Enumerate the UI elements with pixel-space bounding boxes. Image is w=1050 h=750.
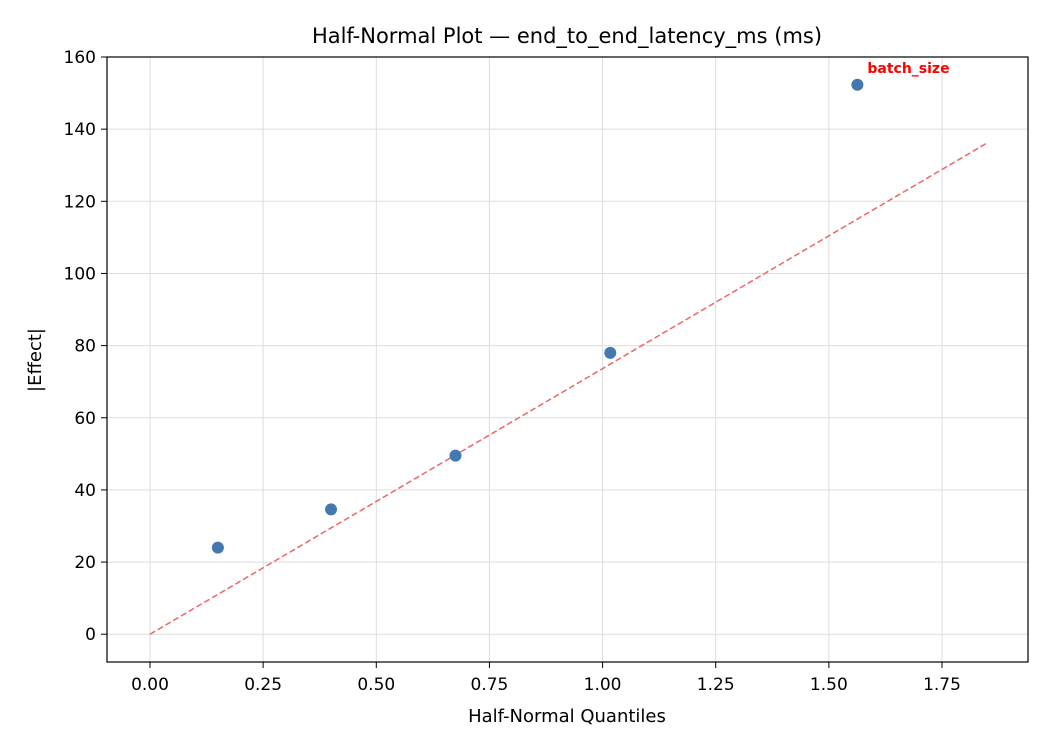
y-tick-label: 20 bbox=[74, 553, 96, 573]
y-tick-label: 120 bbox=[64, 192, 96, 212]
data-point bbox=[604, 346, 617, 359]
x-tick-label: 1.75 bbox=[923, 675, 961, 695]
point-annotation: batch_size bbox=[867, 61, 949, 77]
x-axis-ticks: 0.00 0.25 0.50 0.75 1.00 1.25 1.50 1.75 bbox=[131, 662, 961, 695]
y-tick-label: 40 bbox=[74, 481, 96, 501]
x-tick-label: 1.25 bbox=[697, 675, 735, 695]
plot-frame bbox=[106, 56, 1029, 663]
y-tick-label: 100 bbox=[64, 264, 96, 284]
y-tick-label: 0 bbox=[85, 625, 96, 645]
x-axis-title: Half-Normal Quantiles bbox=[468, 706, 666, 727]
annotations: batch_size bbox=[867, 61, 949, 77]
chart-title: Half-Normal Plot — end_to_end_latency_ms… bbox=[312, 24, 822, 49]
x-tick-label: 0.00 bbox=[131, 675, 169, 695]
x-tick-label: 1.50 bbox=[810, 675, 848, 695]
data-point bbox=[449, 449, 462, 462]
y-tick-label: 140 bbox=[64, 120, 96, 140]
x-tick-label: 0.75 bbox=[471, 675, 509, 695]
x-tick-label: 1.00 bbox=[584, 675, 622, 695]
y-tick-label: 80 bbox=[74, 337, 96, 357]
y-axis-title: |Effect| bbox=[25, 328, 46, 392]
data-points bbox=[211, 78, 864, 554]
data-point bbox=[325, 503, 338, 516]
y-axis-ticks: 0 20 40 60 80 100 120 140 160 bbox=[64, 48, 107, 645]
y-tick-label: 60 bbox=[74, 409, 96, 429]
data-point bbox=[851, 78, 864, 91]
x-tick-label: 0.25 bbox=[244, 675, 282, 695]
y-tick-label: 160 bbox=[64, 48, 96, 68]
x-tick-label: 0.50 bbox=[357, 675, 395, 695]
data-point bbox=[211, 541, 224, 554]
